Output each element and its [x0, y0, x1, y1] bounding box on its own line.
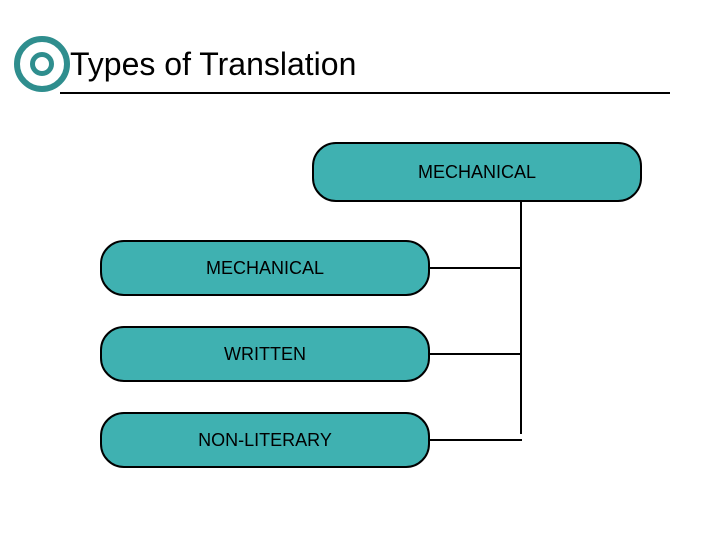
node-child-0: MECHANICAL: [100, 240, 430, 296]
title-underline: [60, 92, 670, 94]
node-label: NON-LITERARY: [198, 430, 332, 451]
node-label: WRITTEN: [224, 344, 306, 365]
page-title: Types of Translation: [70, 46, 356, 83]
connector-branch-2: [430, 439, 522, 441]
node-label: MECHANICAL: [206, 258, 324, 279]
title-bullet-ring: [30, 52, 54, 76]
connector-branch-1: [430, 353, 522, 355]
node-child-2: NON-LITERARY: [100, 412, 430, 468]
connector-branch-0: [430, 267, 522, 269]
node-label: MECHANICAL: [418, 162, 536, 183]
node-child-1: WRITTEN: [100, 326, 430, 382]
connector-trunk: [520, 202, 522, 434]
node-parent: MECHANICAL: [312, 142, 642, 202]
